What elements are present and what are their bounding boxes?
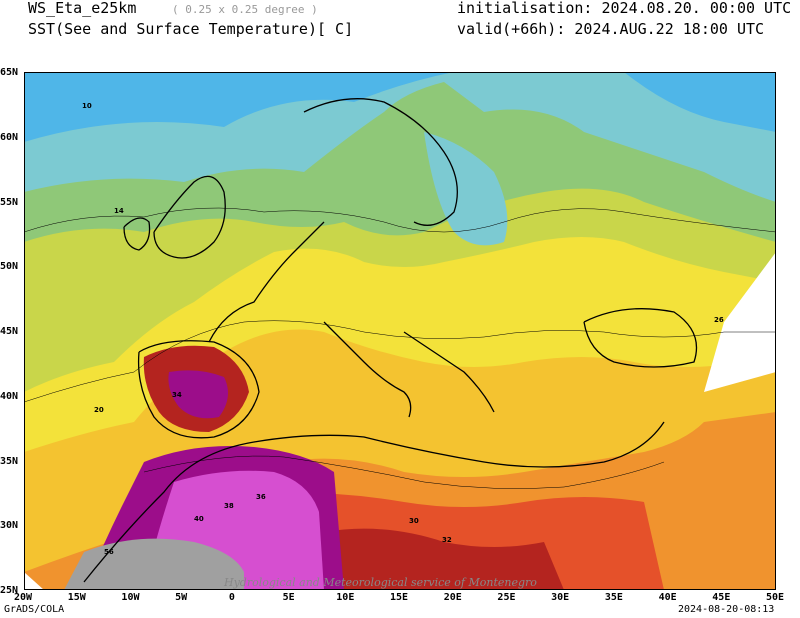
lat-label: 40N xyxy=(0,390,19,402)
map-border xyxy=(24,72,776,590)
contour-label-36: 36 xyxy=(256,493,266,501)
lat-label: 65N xyxy=(0,67,19,78)
contour-label-30: 30 xyxy=(409,517,419,525)
generation-time: 2024-08-20-08:13 xyxy=(678,604,775,615)
sst-band-very-hot xyxy=(324,528,564,590)
contour-label-38: 38 xyxy=(224,502,234,510)
lat-label: 45N xyxy=(0,326,19,337)
lon-label: 15E xyxy=(390,592,409,603)
sst-map: 10 14 20 26 30 32 34 36 38 40 56 xyxy=(24,72,776,590)
contour-label-34: 34 xyxy=(172,391,182,399)
coast-scandinavia xyxy=(303,98,458,226)
lon-label: 45E xyxy=(712,592,731,603)
lat-label: 55N xyxy=(0,196,19,208)
lat-label: 25N xyxy=(0,585,19,596)
sst-outside-domain-south xyxy=(24,572,44,590)
coast-france xyxy=(208,221,325,343)
contour-label-10: 10 xyxy=(82,102,92,110)
coast-britain xyxy=(153,175,226,259)
lon-label: 5W xyxy=(175,592,188,603)
coast-balkans xyxy=(403,331,495,413)
coast-italy xyxy=(323,321,412,418)
sst-iberia-extreme xyxy=(168,370,228,419)
coast-africa xyxy=(83,421,665,583)
lon-label: 30E xyxy=(551,592,570,603)
lon-label: 25E xyxy=(497,592,516,603)
isotherm-14 xyxy=(24,207,776,233)
lon-label: 20E xyxy=(443,592,462,603)
lon-label: 40E xyxy=(658,592,677,603)
isotherms xyxy=(24,207,776,489)
isotherm-26 xyxy=(143,455,665,489)
lat-label: 30N xyxy=(0,520,19,532)
grads-label: GrADS/COLA xyxy=(4,604,65,615)
lon-label: 35E xyxy=(604,592,623,603)
initialisation-time: initialisation: 2024.08.20. 00:00 UTC xyxy=(457,0,792,17)
contour-label-26: 26 xyxy=(714,316,724,324)
variable-title: SST(See and Surface Temperature)[ C] xyxy=(28,20,354,38)
isotherm-20 xyxy=(24,320,776,403)
valid-time: valid(+66h): 2024.AUG.22 18:00 UTC xyxy=(457,20,765,38)
sst-scandinavia-cool xyxy=(424,132,508,246)
contour-label-56: 56 xyxy=(104,548,114,556)
credit-watermark: Hydrological and Meteorological service … xyxy=(224,576,537,589)
lon-label: 15W xyxy=(67,592,86,603)
lat-label: 35N xyxy=(0,455,19,467)
coast-iberia xyxy=(137,340,260,439)
lon-label: 10E xyxy=(336,592,355,603)
contour-label-20: 20 xyxy=(94,406,104,414)
lon-label: 5E xyxy=(282,592,295,603)
lon-label: 0 xyxy=(228,592,235,603)
contour-label-40: 40 xyxy=(194,515,204,523)
lat-label: 50N xyxy=(0,261,19,273)
contour-labels: 10 14 20 26 30 32 34 36 38 40 56 xyxy=(82,102,724,556)
model-name: WS_Eta_e25km xyxy=(28,0,137,17)
grid-resolution: ( 0.25 x 0.25 degree ) xyxy=(172,3,318,16)
coast-ireland xyxy=(123,217,151,251)
lon-label: 20W xyxy=(14,592,33,603)
sst-outside-domain xyxy=(704,252,776,392)
lat-label: 60N xyxy=(0,131,19,143)
contour-label-32: 32 xyxy=(442,536,452,544)
contour-label-14: 14 xyxy=(114,207,124,215)
lon-label: 10W xyxy=(121,592,140,603)
coastlines xyxy=(83,98,698,583)
coast-blacksea xyxy=(583,308,698,368)
lon-label: 50E xyxy=(766,592,785,603)
